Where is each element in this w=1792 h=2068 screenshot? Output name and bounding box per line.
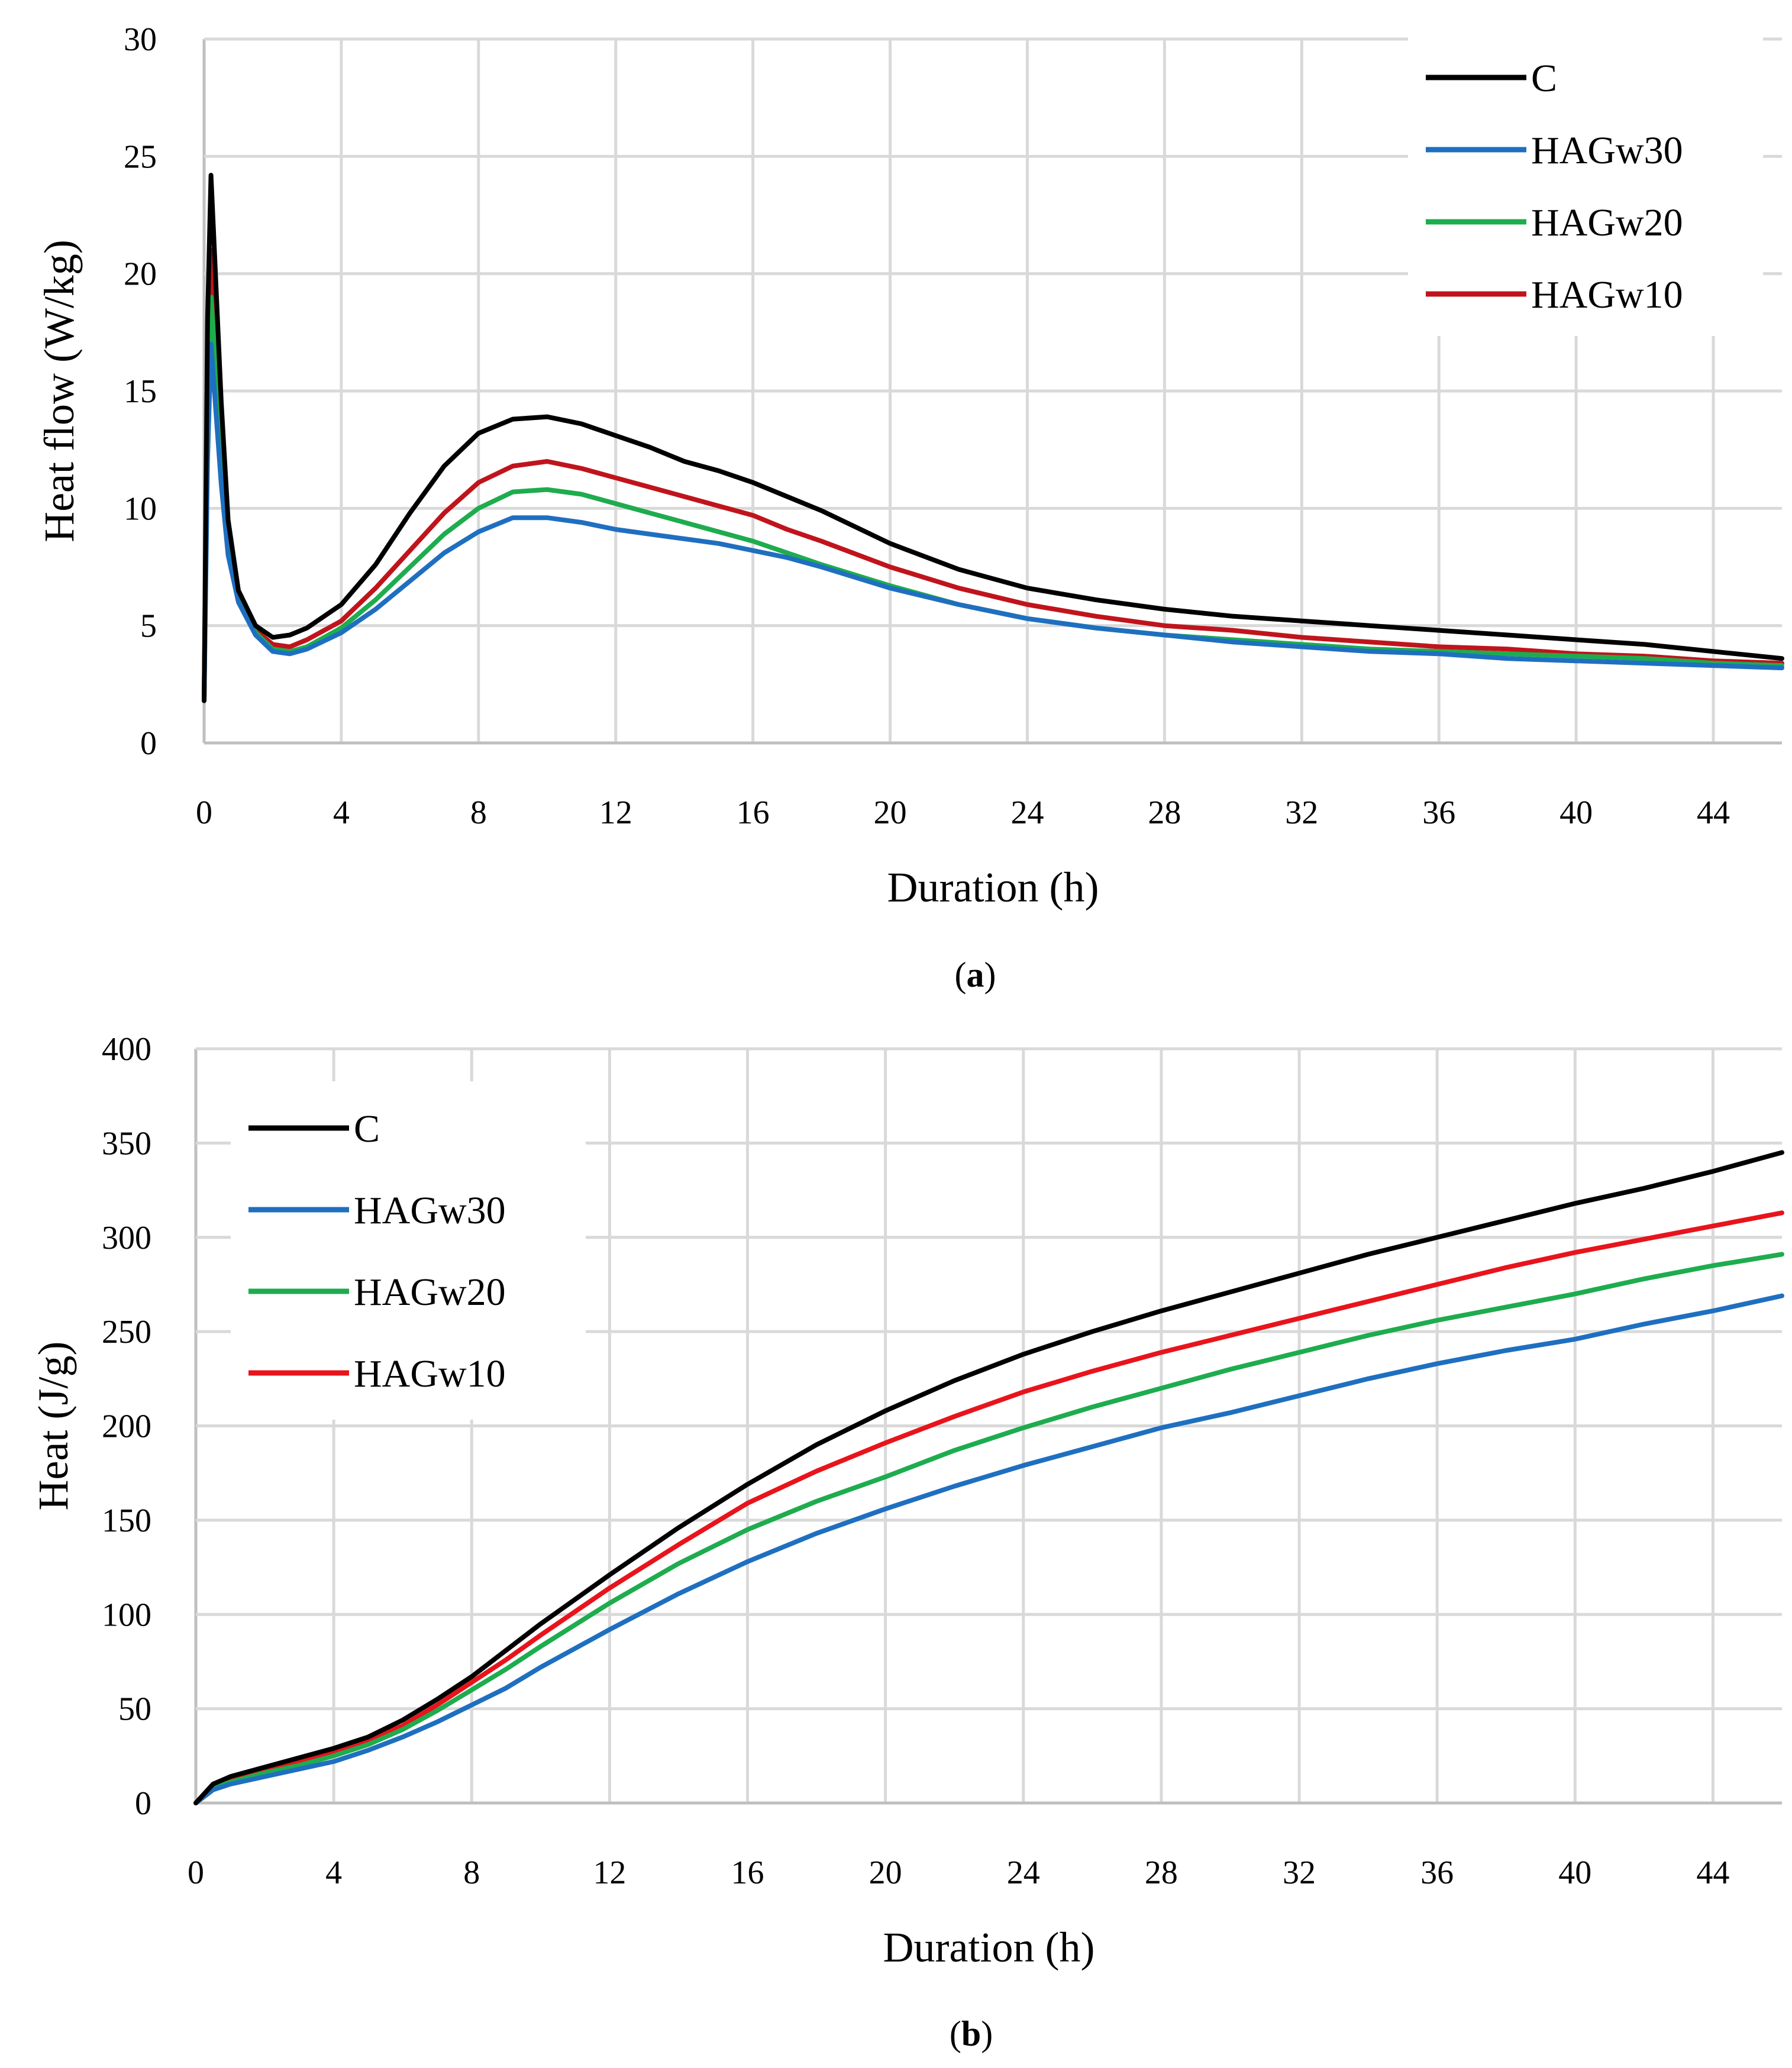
legend-label-hagw20: HAGw20 xyxy=(354,1271,506,1314)
y-tick-label: 30 xyxy=(124,21,157,58)
y-tick-label: 200 xyxy=(102,1408,151,1445)
panel-a-x-axis-title: Duration (h) xyxy=(887,864,1099,911)
x-tick-label: 32 xyxy=(1285,794,1318,831)
y-tick-label: 10 xyxy=(124,490,157,527)
legend-label-c: C xyxy=(354,1107,380,1151)
legend-label-hagw30: HAGw30 xyxy=(354,1189,506,1232)
x-tick-label: 40 xyxy=(1558,1854,1591,1891)
panel-b-legend: C HAGw30 HAGw20 HAGw10 xyxy=(231,1081,586,1420)
x-tick-label: 36 xyxy=(1422,794,1455,831)
series-line-hagw20 xyxy=(193,1252,1784,1805)
panel-a-y-axis-title: Heat flow (W/kg) xyxy=(35,240,83,542)
panel-b-series xyxy=(193,1150,1784,1805)
x-tick-label: 44 xyxy=(1697,794,1730,831)
panel-b-y-axis-title: Heat (J/g) xyxy=(30,1342,77,1511)
panel-b-caption-letter: b xyxy=(961,2014,981,2053)
y-tick-label: 300 xyxy=(102,1220,151,1256)
x-tick-label: 0 xyxy=(196,794,212,831)
x-tick-label: 32 xyxy=(1283,1854,1316,1891)
panel-a-caption: (a) xyxy=(955,955,996,994)
y-tick-label: 25 xyxy=(124,138,157,175)
y-tick-label: 150 xyxy=(102,1502,151,1539)
legend-background xyxy=(231,1081,586,1420)
series-line-hagw10 xyxy=(193,1210,1784,1805)
x-tick-label: 12 xyxy=(599,794,632,831)
panel-a-legend: C HAGw30 HAGw20 HAGw10 xyxy=(1408,35,1763,336)
x-tick-label: 44 xyxy=(1696,1854,1729,1891)
x-tick-label: 4 xyxy=(325,1854,342,1891)
x-tick-label: 0 xyxy=(188,1854,204,1891)
panel-a-caption-letter: a xyxy=(967,955,984,994)
y-tick-label: 5 xyxy=(140,608,157,645)
panel-b-heat-chart: 0 4 8 12 16 20 24 28 32 36 40 44 0 50 100 150 200 250 300… xyxy=(30,1031,1784,2053)
legend-background xyxy=(1408,35,1763,336)
y-tick-label: 50 xyxy=(118,1691,151,1728)
legend-label-c: C xyxy=(1531,57,1557,100)
x-tick-label: 28 xyxy=(1148,794,1181,831)
legend-label-hagw10: HAGw10 xyxy=(354,1352,506,1395)
x-tick-label: 20 xyxy=(869,1854,902,1891)
panel-b-x-axis-title: Duration (h) xyxy=(883,1924,1095,1971)
x-tick-label: 4 xyxy=(333,794,350,831)
y-tick-label: 100 xyxy=(102,1597,151,1633)
series-line-hagw30 xyxy=(202,341,1784,703)
x-tick-label: 36 xyxy=(1420,1854,1454,1891)
x-tick-label: 16 xyxy=(737,794,770,831)
x-tick-label: 8 xyxy=(463,1854,480,1891)
panel-b-gridlines xyxy=(194,1047,1782,1805)
panel-a-y-tick-labels: 0 5 10 15 20 25 30 xyxy=(124,21,157,762)
panel-a-heat-flow-chart: 0 4 8 12 16 20 24 28 32 36 40 44 0 5 10 15 20 25 30 Durat… xyxy=(35,21,1784,994)
x-tick-label: 24 xyxy=(1010,794,1044,831)
legend-label-hagw30: HAGw30 xyxy=(1531,129,1683,172)
x-tick-label: 28 xyxy=(1145,1854,1178,1891)
y-tick-label: 0 xyxy=(140,725,157,762)
x-tick-label: 24 xyxy=(1007,1854,1040,1891)
legend-label-hagw10: HAGw10 xyxy=(1531,273,1683,316)
series-line-hagw30 xyxy=(193,1293,1784,1805)
panel-b-caption: (b) xyxy=(950,2014,993,2053)
x-tick-label: 12 xyxy=(593,1854,626,1891)
y-tick-label: 0 xyxy=(135,1785,151,1822)
series-line-c xyxy=(202,173,1784,703)
x-tick-label: 8 xyxy=(470,794,487,831)
y-tick-label: 15 xyxy=(124,373,157,410)
legend-label-hagw20: HAGw20 xyxy=(1531,201,1683,244)
x-tick-label: 16 xyxy=(731,1854,764,1891)
x-tick-label: 40 xyxy=(1559,794,1593,831)
y-tick-label: 400 xyxy=(102,1031,151,1068)
panel-b-x-tick-labels: 0 4 8 12 16 20 24 28 32 36 40 44 xyxy=(188,1854,1729,1891)
y-tick-label: 350 xyxy=(102,1125,151,1162)
panel-b-y-tick-labels: 0 50 100 150 200 250 300 350 400 xyxy=(102,1031,151,1822)
x-tick-label: 20 xyxy=(874,794,907,831)
y-tick-label: 250 xyxy=(102,1314,151,1350)
y-tick-label: 20 xyxy=(124,256,157,293)
panel-a-x-tick-labels: 0 4 8 12 16 20 24 28 32 36 40 44 xyxy=(196,794,1730,831)
panel-a-series xyxy=(202,173,1784,703)
series-line-c xyxy=(193,1150,1784,1805)
